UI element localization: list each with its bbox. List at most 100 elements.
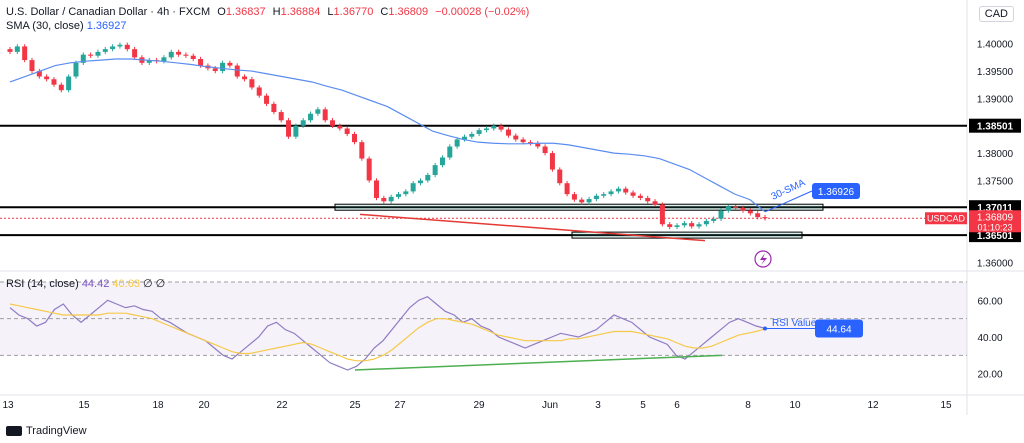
symbol-title[interactable]: U.S. Dollar / Canadian Dollar · 4h · FXC… xyxy=(6,6,211,18)
tradingview-brand[interactable]: TradingView xyxy=(6,425,87,437)
sma-value-box xyxy=(812,183,860,199)
candle-body xyxy=(374,180,380,198)
candle-body xyxy=(366,158,372,181)
rsi-value-text: 44.64 xyxy=(826,324,851,335)
rsi-annotation-text: RSI Value xyxy=(772,318,817,329)
rsi-header[interactable]: RSI (14, close) 44.42 40.63 ∅ ∅ xyxy=(6,277,165,290)
sma-value: 1.36927 xyxy=(86,20,127,32)
time-tick-label: Jun xyxy=(542,400,558,411)
candle-body xyxy=(44,76,50,80)
support-zone xyxy=(571,231,803,239)
sma-header[interactable]: SMA (30, close) 1.36927 xyxy=(6,20,126,32)
brand-name: TradingView xyxy=(26,425,87,437)
candle-body xyxy=(601,194,607,196)
candle-body xyxy=(198,58,204,66)
candle-body xyxy=(432,165,438,175)
candle-body xyxy=(88,54,94,56)
rsi-value-box xyxy=(815,319,863,338)
candle-body xyxy=(476,130,482,134)
candle-body xyxy=(388,196,394,202)
candle-body xyxy=(14,46,20,52)
time-tick-label: 29 xyxy=(473,400,485,411)
candle-body xyxy=(322,109,328,121)
lightning-bolt-icon xyxy=(760,253,767,265)
candle-body xyxy=(344,128,350,134)
candle-body xyxy=(425,174,431,181)
candle-body xyxy=(571,194,577,200)
time-tick-label: 12 xyxy=(867,400,879,411)
candle-body xyxy=(51,79,57,85)
open-value: 1.36837 xyxy=(225,6,266,18)
candle-body xyxy=(747,210,753,214)
time-tick-label: 20 xyxy=(198,400,210,411)
candle-body xyxy=(410,183,416,192)
countdown-timer-text: 01:10:23 xyxy=(977,222,1012,232)
candle-body xyxy=(579,199,585,203)
price-tick-label: 1.38000 xyxy=(977,149,1014,160)
rsi-tick-label: 40.00 xyxy=(977,333,1002,344)
chart-header: U.S. Dollar / Canadian Dollar · 4h · FXC… xyxy=(6,6,529,18)
time-tick-label: 15 xyxy=(940,400,952,411)
candle-body xyxy=(359,142,365,159)
price-tick-label: 1.40000 xyxy=(977,40,1014,51)
change-value: −0.00028 (−0.02%) xyxy=(435,6,530,18)
candle-body xyxy=(740,207,746,211)
price-tick-label: 1.39000 xyxy=(977,94,1014,105)
candle-body xyxy=(168,51,174,58)
level-price-label: 1.37011 xyxy=(977,203,1013,214)
candle-body xyxy=(630,192,636,196)
candle-body xyxy=(124,44,130,50)
candle-body xyxy=(542,146,548,154)
high-value: 1.36884 xyxy=(280,6,321,18)
candle-body xyxy=(454,139,460,147)
candle-body xyxy=(102,49,108,52)
rsi-empty-2: ∅ xyxy=(155,278,166,290)
candle-body xyxy=(308,113,314,121)
rsi-label: RSI (14, close) xyxy=(6,278,79,290)
current-price-tag xyxy=(969,210,1021,233)
sma-value-text: 1.36926 xyxy=(818,187,855,198)
time-tick-label: 25 xyxy=(349,400,361,411)
time-tick-label: 3 xyxy=(595,400,601,411)
candle-body xyxy=(286,120,292,137)
candle-body xyxy=(674,225,680,227)
rsi-line xyxy=(9,295,766,371)
currency-label[interactable]: CAD xyxy=(978,6,1014,22)
candle-body xyxy=(234,65,240,77)
candle-body xyxy=(293,125,299,137)
candle-body xyxy=(762,217,768,219)
level-price-label: 1.36501 xyxy=(977,231,1014,242)
close-value: 1.36809 xyxy=(388,6,429,18)
candle-body xyxy=(513,135,519,140)
candle-body xyxy=(271,103,277,113)
candle-body xyxy=(330,120,336,126)
resistance-zone xyxy=(334,203,824,211)
usdcad-symbol-tag xyxy=(925,212,967,225)
candle-body xyxy=(212,68,218,72)
candle-body xyxy=(417,180,423,184)
candle-body xyxy=(549,153,555,170)
candle-body xyxy=(461,136,467,140)
candle-body xyxy=(483,128,489,131)
candle-body xyxy=(564,183,570,195)
candle-body xyxy=(66,76,72,91)
candle-body xyxy=(755,213,761,218)
candle-body xyxy=(29,60,35,72)
sma-line xyxy=(9,58,766,213)
high-label: H xyxy=(272,6,281,18)
price-trendline xyxy=(359,213,706,242)
candle-body xyxy=(95,51,101,56)
candle-body xyxy=(403,191,409,195)
candle-body xyxy=(146,60,152,63)
rsi-anchor-dot xyxy=(763,326,767,331)
candle-body xyxy=(527,142,533,144)
time-tick-label: 8 xyxy=(745,400,751,411)
candle-body xyxy=(439,157,445,166)
candle-body xyxy=(586,199,592,203)
sma-label: SMA (30, close) xyxy=(6,20,84,32)
candle-body xyxy=(300,120,306,126)
tradingview-logo-icon xyxy=(6,426,22,436)
time-tick-label: 6 xyxy=(674,400,680,411)
candle-body xyxy=(352,133,358,143)
